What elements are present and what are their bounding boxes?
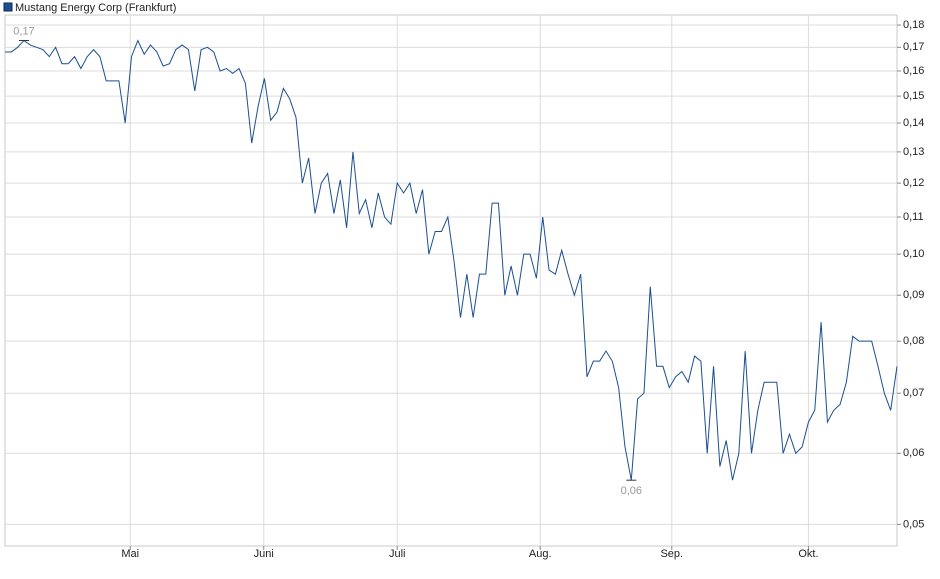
x-tick-label: Sep. bbox=[660, 548, 683, 560]
y-tick-label: 0,12 bbox=[903, 177, 924, 189]
annotation-label: 0,06 bbox=[621, 485, 642, 497]
y-tick-label: 0,17 bbox=[903, 41, 924, 53]
x-tick-label: Juli bbox=[389, 548, 406, 560]
y-tick-label: 0,11 bbox=[903, 211, 924, 223]
y-tick-label: 0,18 bbox=[903, 19, 924, 31]
x-tick-label: Mai bbox=[121, 548, 139, 560]
x-tick-label: Juni bbox=[254, 548, 274, 560]
y-tick-label: 0,15 bbox=[903, 90, 924, 102]
x-tick-label: Okt. bbox=[798, 548, 818, 560]
y-tick-label: 0,08 bbox=[903, 335, 924, 347]
price-line bbox=[5, 39, 898, 481]
legend-label: Mustang Energy Corp (Frankfurt) bbox=[15, 2, 176, 14]
y-tick-label: 0,07 bbox=[903, 387, 924, 399]
y-tick-label: 0,14 bbox=[903, 117, 924, 129]
y-tick-label: 0,16 bbox=[903, 65, 924, 77]
y-tick-label: 0,06 bbox=[903, 447, 924, 459]
plot-area bbox=[4, 14, 898, 547]
y-tick-label: 0,05 bbox=[903, 518, 924, 530]
legend-swatch bbox=[3, 2, 13, 12]
y-tick-label: 0,13 bbox=[903, 146, 924, 158]
y-tick-label: 0,09 bbox=[903, 289, 924, 301]
x-tick-label: Aug. bbox=[529, 548, 552, 560]
annotation-label: 0,17 bbox=[13, 25, 34, 37]
y-tick-label: 0,10 bbox=[903, 248, 924, 260]
